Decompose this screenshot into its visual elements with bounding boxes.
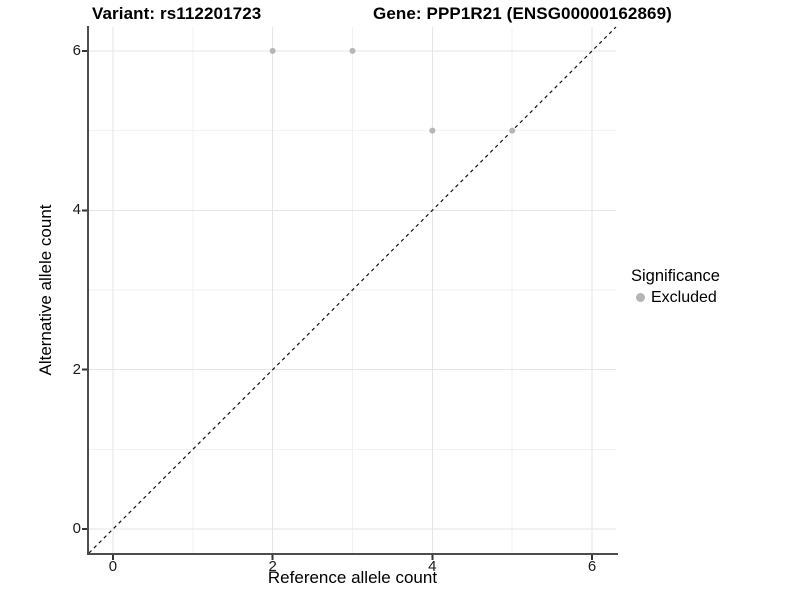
x-tick-label: 2 (268, 558, 277, 575)
y-tick-label: 2 (72, 360, 81, 378)
y-axis-title: Alternative allele count (36, 204, 55, 376)
data-point (429, 127, 436, 134)
data-point (509, 127, 516, 134)
x-tick-label: 4 (428, 558, 437, 575)
x-tick-label: 6 (587, 558, 597, 575)
legend-title: Significance (631, 267, 720, 285)
x-tick-label: 0 (108, 558, 118, 575)
identity-line (88, 26, 617, 554)
tick-marks (82, 49, 594, 560)
point-icon (636, 293, 645, 302)
gene-title: Gene: PPP1R21 (ENSG00000162869) (373, 4, 672, 23)
axis-lines (87, 26, 618, 555)
y-tick-label: 0 (72, 520, 81, 538)
data-point (349, 47, 356, 54)
data-points (269, 47, 516, 134)
legend-item-label: Excluded (651, 289, 717, 306)
legend-item-excluded: Excluded (629, 288, 720, 307)
y-tick-label: 4 (72, 201, 81, 219)
x-axis-title: Reference allele count (267, 568, 438, 587)
variant-title: Variant: rs112201723 (92, 4, 262, 23)
data-point (269, 47, 276, 54)
y-tick-label: 6 (72, 41, 81, 59)
legend: Significance Excluded (629, 266, 720, 307)
